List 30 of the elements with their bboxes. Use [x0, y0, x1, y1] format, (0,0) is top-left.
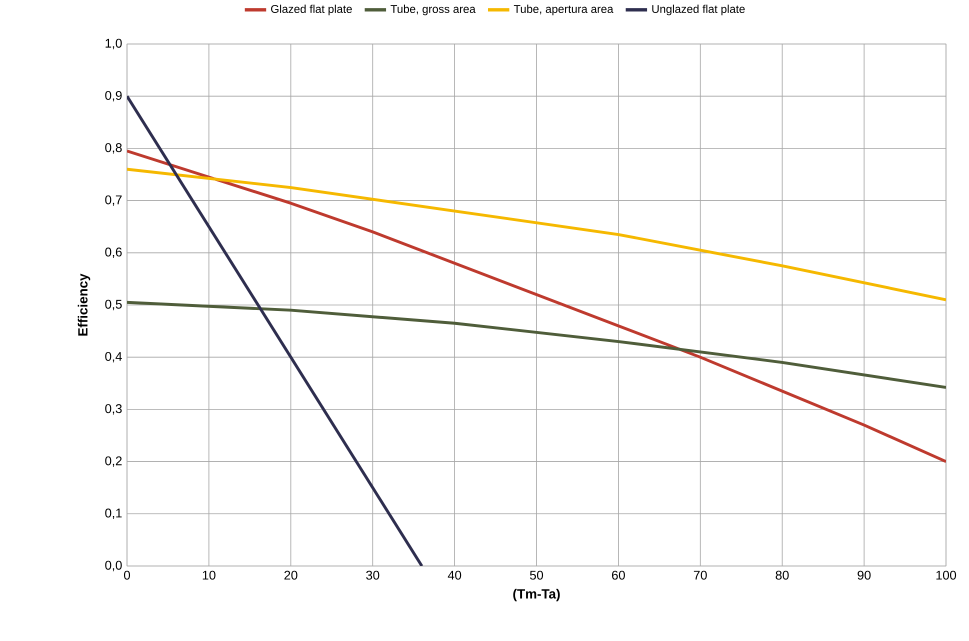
x-tick-label: 10	[202, 570, 216, 580]
legend-label: Unglazed flat plate	[652, 4, 745, 16]
y-axis-title: Efficiency	[78, 274, 90, 336]
legend-label: Tube, apertura area	[514, 4, 614, 16]
x-tick-label: 20	[284, 570, 298, 580]
x-tick-label: 90	[858, 570, 871, 580]
y-tick-label: 1,0	[106, 38, 122, 50]
x-tick-label: 0	[124, 570, 130, 580]
x-tick-label: 40	[448, 570, 462, 580]
legend-label: Tube, gross area	[390, 4, 476, 16]
y-tick-label: 0,2	[105, 456, 122, 467]
x-tick-label: 80	[776, 570, 789, 580]
y-tick-label: 0,7	[105, 195, 122, 206]
y-tick-label: 0,6	[105, 248, 122, 258]
x-tick-label: 70	[694, 570, 707, 580]
x-tick-label: 50	[530, 570, 544, 580]
y-tick-label: 0,8	[105, 143, 122, 154]
line-series	[127, 300, 946, 389]
x-tick-label: 60	[612, 570, 625, 580]
x-tick-label: 100	[936, 570, 956, 580]
line-series	[127, 168, 946, 302]
x-tick-label: 30	[366, 570, 380, 580]
y-tick-label: 0,4	[105, 352, 122, 362]
y-tick-label: 0,3	[105, 404, 122, 415]
y-tick-label: 0,1	[105, 508, 122, 520]
y-tick-label: 0,9	[105, 90, 122, 102]
y-tick-label: 0,0	[105, 560, 122, 572]
y-tick-label: 0,5	[105, 300, 122, 310]
legend-label: Glazed flat plate	[271, 4, 352, 16]
x-axis-title: (Tm-Ta)	[513, 588, 560, 602]
